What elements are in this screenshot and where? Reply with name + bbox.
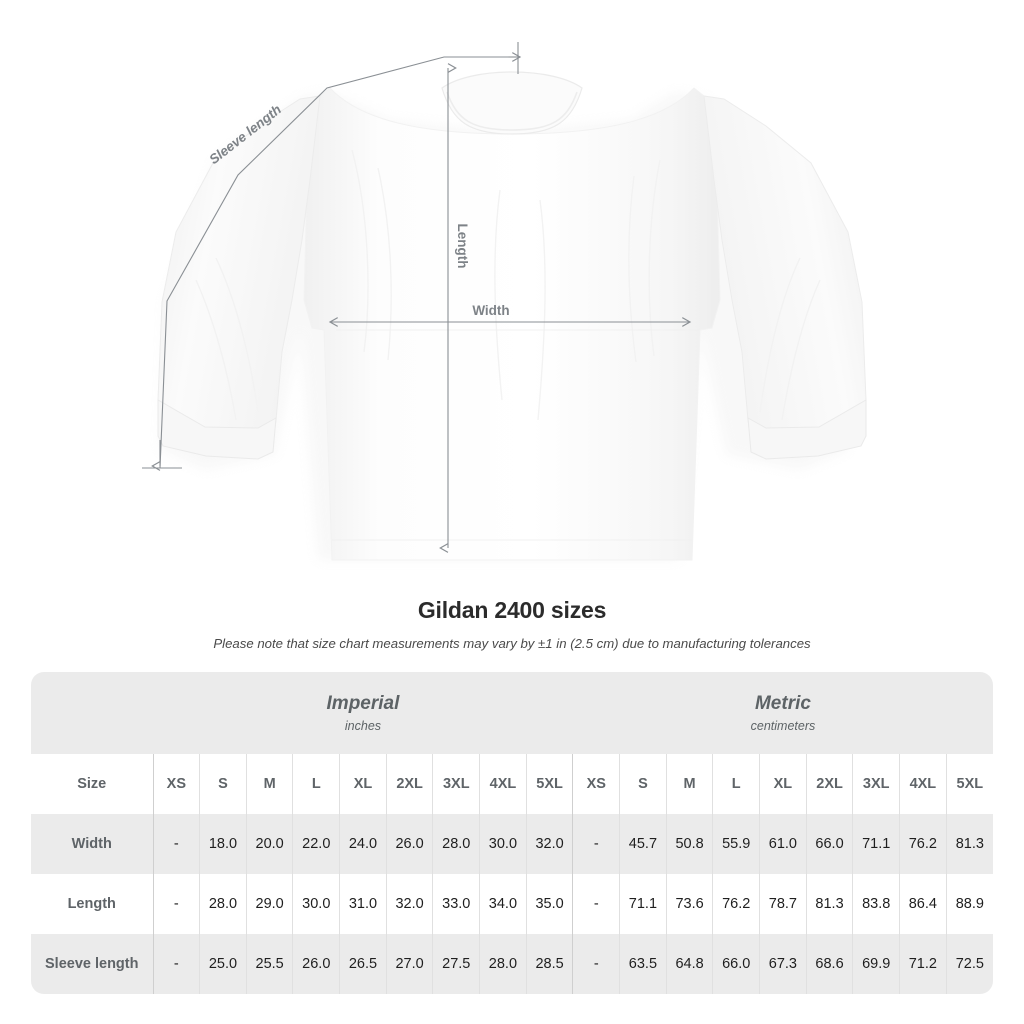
cell-metric: 78.7: [759, 874, 807, 934]
size-header-metric-L: L: [712, 754, 760, 814]
size-header-metric-S: S: [619, 754, 667, 814]
cell-imperial: 25.0: [199, 934, 247, 994]
size-header-imperial-L: L: [292, 754, 340, 814]
cell-imperial: 32.0: [385, 874, 433, 934]
cell-imperial: 26.0: [385, 814, 433, 874]
cell-imperial: 27.0: [385, 934, 433, 994]
cell-metric: -: [572, 874, 620, 934]
cell-imperial: 28.0: [432, 814, 480, 874]
unit-subtitle: inches: [344, 718, 382, 733]
cell-metric: 83.8: [852, 874, 900, 934]
size-header-imperial-4XL: 4XL: [479, 754, 527, 814]
width-label: Width: [472, 303, 509, 318]
sleeve-length-line: [159, 56, 508, 469]
cell-imperial: 29.0: [245, 874, 293, 934]
unit-band-spacer: [31, 672, 153, 754]
unit-name: Imperial: [326, 692, 400, 714]
cell-metric: 68.6: [805, 934, 853, 994]
cell-imperial: 28.5: [525, 934, 573, 994]
cell-imperial: 30.0: [479, 814, 527, 874]
cell-imperial: 26.0: [292, 934, 340, 994]
cell-imperial: 26.5: [339, 934, 387, 994]
row-label-sleeve-length: Sleeve length: [31, 934, 153, 994]
row-label-width: Width: [31, 814, 153, 874]
cell-metric: 76.2: [712, 874, 760, 934]
table-row: Width -18.0 20.0 22.0 24.0 26.0 28.0 30.0 32.0-4…: [31, 814, 993, 874]
cell-metric: 71.1: [619, 874, 667, 934]
page-title: Gildan 2400 sizes: [417, 597, 607, 623]
garment-svg: Sleeve length Length Width: [142, 42, 867, 561]
table-row: Length -28.0 29.0 30.0 31.0 32.0 33.0 34.0 35.0-…: [31, 874, 993, 934]
cell-metric: 72.5: [945, 934, 993, 994]
cell-imperial: 33.0: [432, 874, 480, 934]
cell-imperial: 35.0: [525, 874, 573, 934]
cell-imperial: 34.0: [479, 874, 527, 934]
title-block: Gildan 2400 sizes Please note that size …: [0, 596, 1024, 652]
cell-metric: 67.3: [759, 934, 807, 994]
cell-imperial: 27.5: [432, 934, 480, 994]
size-header-imperial-XS: XS: [152, 754, 200, 814]
cell-metric: 50.8: [665, 814, 713, 874]
size-header-imperial-XL: XL: [339, 754, 387, 814]
size-chart-table-wrapper: Imperial inches Metric centimeters Size XS S M L…: [31, 672, 993, 994]
unit-header-metric: Metric centimeters: [572, 672, 993, 754]
size-header-metric-XS: XS: [572, 754, 620, 814]
cell-imperial: -: [152, 874, 200, 934]
cell-metric: 76.2: [899, 814, 947, 874]
size-header-row: Size XS S M L XL 2XL 3XL 4XL 5XL XS S M L XL 2XL 3XL 4XL 5…: [31, 754, 993, 814]
cell-imperial: 25.5: [245, 934, 293, 994]
cell-metric: 66.0: [805, 814, 853, 874]
cell-metric: 88.9: [945, 874, 993, 934]
size-chart-table: Imperial inches Metric centimeters Size XS S M L…: [31, 672, 993, 994]
cell-metric: 69.9: [852, 934, 900, 994]
size-header-metric-5XL: 5XL: [945, 754, 993, 814]
cell-metric: 73.6: [665, 874, 713, 934]
size-header-metric-XL: XL: [759, 754, 807, 814]
cell-imperial: 28.0: [199, 874, 247, 934]
cell-imperial: 24.0: [339, 814, 387, 874]
cell-metric: 71.2: [899, 934, 947, 994]
table-row: Sleeve length -25.0 25.5 26.0 26.5 27.0 27.5 28…: [31, 934, 993, 994]
cell-metric: 86.4: [899, 874, 947, 934]
cell-imperial: 31.0: [339, 874, 387, 934]
cell-metric: 64.8: [665, 934, 713, 994]
cell-metric: 55.9: [712, 814, 760, 874]
garment-illustration: Sleeve length Length Width: [142, 42, 867, 561]
unit-subtitle: centimeters: [750, 718, 816, 733]
unit-name: Metric: [754, 692, 811, 714]
cell-imperial: 20.0: [245, 814, 293, 874]
size-header-imperial-2XL: 2XL: [385, 754, 433, 814]
size-header-imperial-3XL: 3XL: [432, 754, 480, 814]
cell-imperial: 18.0: [199, 814, 247, 874]
row-label-length: Length: [31, 874, 153, 934]
size-header-metric-4XL: 4XL: [899, 754, 947, 814]
cell-metric: 71.1: [852, 814, 900, 874]
size-header-imperial-S: S: [199, 754, 247, 814]
tolerance-note: Please note that size chart measurements…: [213, 636, 811, 651]
cell-metric: 66.0: [712, 934, 760, 994]
cell-imperial: 30.0: [292, 874, 340, 934]
cell-metric: -: [572, 934, 620, 994]
length-label: Length: [455, 224, 470, 269]
cell-metric: 81.3: [805, 874, 853, 934]
size-header-imperial-5XL: 5XL: [525, 754, 573, 814]
cell-imperial: 22.0: [292, 814, 340, 874]
unit-band-row: Imperial inches Metric centimeters: [31, 672, 993, 754]
cell-imperial: -: [152, 814, 200, 874]
size-header-metric-3XL: 3XL: [852, 754, 900, 814]
unit-header-imperial: Imperial inches: [153, 672, 573, 754]
cell-metric: 81.3: [945, 814, 993, 874]
cell-metric: 61.0: [759, 814, 807, 874]
cell-imperial: 32.0: [525, 814, 573, 874]
size-header-imperial-M: M: [245, 754, 293, 814]
size-column-header: Size: [31, 754, 153, 814]
cell-metric: 63.5: [619, 934, 667, 994]
size-header-metric-2XL: 2XL: [805, 754, 853, 814]
cell-imperial: 28.0: [479, 934, 527, 994]
size-header-metric-M: M: [665, 754, 713, 814]
garment-body: [157, 71, 867, 561]
cell-metric: -: [572, 814, 620, 874]
cell-imperial: -: [152, 934, 200, 994]
cell-metric: 45.7: [619, 814, 667, 874]
